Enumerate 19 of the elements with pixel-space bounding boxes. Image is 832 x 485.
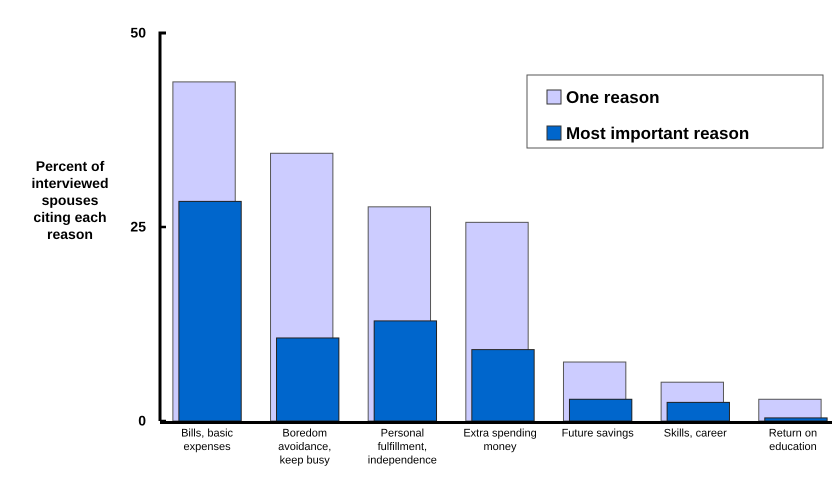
bar (276, 337, 340, 422)
bar (568, 398, 632, 422)
x-tick-label: Personal fulfillment, independence (368, 428, 437, 466)
x-tick-label: Future savings (562, 428, 634, 440)
bar (471, 349, 535, 422)
legend-label: One reason (566, 88, 660, 107)
y-axis-title: Percent of interviewed spouses citing each reason (31, 158, 109, 242)
x-tick-label: Bills, basic expenses (181, 428, 234, 453)
x-tick-label: Return on education (768, 428, 818, 453)
bar (666, 402, 730, 422)
y-tick-label: 0 (138, 412, 146, 428)
legend-label: Most important reason (566, 124, 750, 143)
y-tick-label: 25 (130, 218, 146, 234)
bar (374, 320, 438, 422)
x-tick-label: Extra spending money (463, 428, 537, 453)
x-tick-label: Skills, career (664, 428, 728, 440)
bar (178, 200, 242, 422)
y-tick-label: 50 (130, 24, 146, 40)
x-tick-label: Boredom avoidance, keep busy (278, 428, 332, 466)
